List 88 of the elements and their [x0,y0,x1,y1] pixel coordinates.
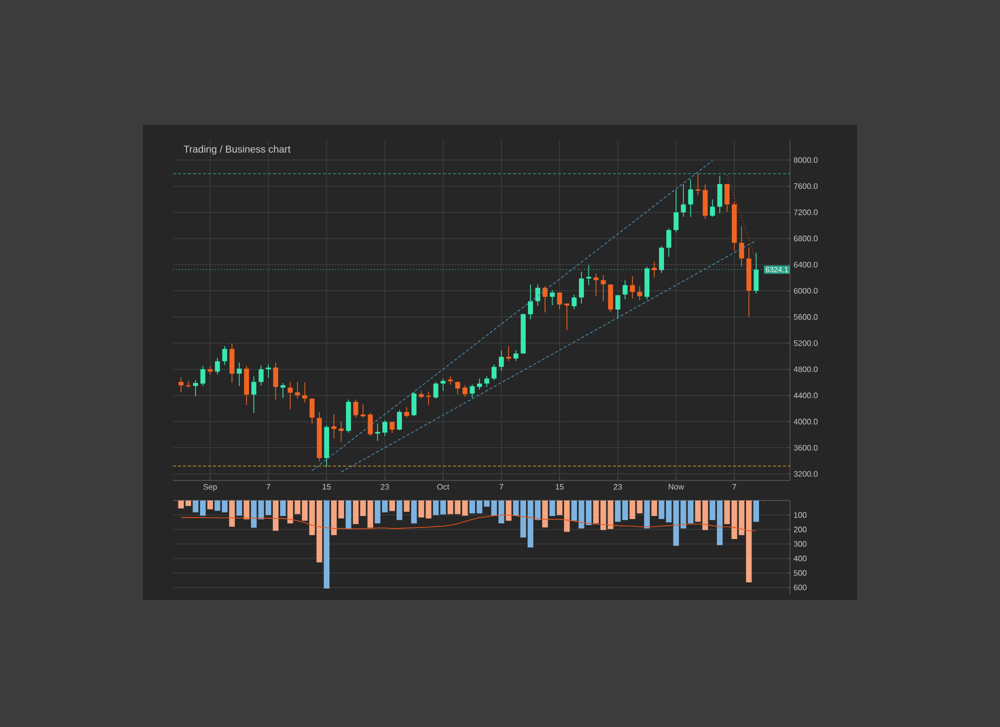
candlestick [637,286,642,301]
candlestick [506,346,512,362]
bar [651,500,658,516]
bar [404,500,410,512]
candlestick [600,274,606,302]
bar [644,500,650,528]
candlestick [594,273,598,297]
bar [549,500,556,516]
candlestick [310,398,315,424]
candlestick [360,404,366,418]
bar [272,500,279,531]
bar [338,500,344,518]
candlestick [382,420,388,436]
bar [448,500,454,514]
candlestick [455,381,460,395]
candlestick [739,226,744,268]
candlestick [404,406,410,418]
candlestick [710,198,715,218]
candlestick [498,350,504,372]
bar [396,500,402,520]
candlestick [477,378,482,390]
candlestick [492,364,497,381]
candlestick [236,362,242,386]
candlestick [338,422,344,442]
candlestick [542,286,548,313]
candlestick [302,382,308,404]
bar [636,500,643,514]
candlestick [273,362,278,400]
candlestick [564,303,570,331]
candlestick [630,276,635,299]
candlestick [396,410,402,431]
candlestick [462,384,468,398]
bar [346,500,352,530]
candlestick [680,184,686,218]
bar [432,500,439,516]
bar [440,500,446,514]
bar [236,500,242,516]
bar [389,500,395,512]
candlestick [258,365,264,386]
bar [229,500,235,527]
bar [207,500,213,510]
bar [614,500,621,522]
candlestick [470,384,475,398]
candlestick [513,350,518,362]
candlestick [754,252,759,294]
candlestick [528,284,533,320]
candlestick [295,382,300,399]
candlestick [288,382,293,410]
candlestick [251,376,256,414]
candlestick [659,246,664,274]
candlestick [724,184,730,212]
candlestick [214,358,220,375]
candlestick [688,178,694,218]
candlestick [440,378,446,392]
candlestick [193,380,198,397]
candlestick [615,294,620,319]
bar [542,500,548,528]
candlestick [550,290,555,306]
chart-title: Trading / Business chart [184,145,290,155]
candlestick [222,346,228,366]
candlestick [578,271,584,304]
bar [411,500,417,524]
bar [280,500,286,516]
candlestick [178,377,184,392]
bar [622,500,628,520]
bar [630,500,636,520]
candlestick [622,280,628,300]
bar [688,500,694,524]
candlestick [266,364,271,378]
candlestick [448,376,453,385]
bar [250,500,257,528]
bar [324,500,330,588]
candlestick [426,392,432,406]
candlestick [368,412,373,436]
candlestick [331,414,336,440]
candlestick [484,376,490,388]
candlestick [557,292,562,310]
bar [753,500,760,522]
bar [244,500,250,520]
candlestick [674,190,679,233]
candlestick [572,294,577,310]
candlestick [433,382,438,399]
candlestick [412,392,416,416]
bar [506,500,512,521]
candlestick [666,228,672,258]
bar [331,500,337,536]
candlestick [717,176,722,214]
candlestick [200,366,206,386]
